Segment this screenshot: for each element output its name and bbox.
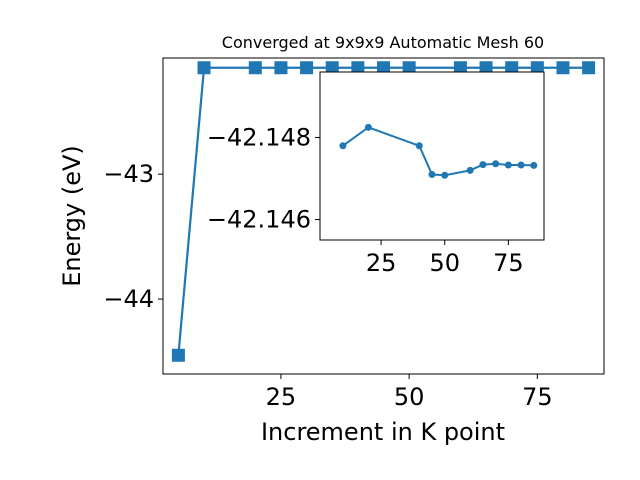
main-y-axis-label: Energy (eV) xyxy=(58,145,86,287)
main-data-point-13 xyxy=(556,61,570,75)
inset-data-point-10 xyxy=(530,161,538,169)
main-data-point-1 xyxy=(197,61,211,75)
main-data-point-12 xyxy=(530,61,544,75)
main-axes-frame xyxy=(162,57,605,375)
main-x-tick-label-2: 75 xyxy=(522,383,553,411)
main-data-point-8 xyxy=(402,61,416,75)
main-data-point-0 xyxy=(171,348,185,362)
inset-axes-frame xyxy=(319,71,545,241)
main-data-point-2 xyxy=(248,61,262,75)
inset-data-point-3 xyxy=(428,170,436,178)
inset-data-point-9 xyxy=(517,161,525,169)
main-data-point-5 xyxy=(325,61,339,75)
main-data-point-3 xyxy=(274,61,288,75)
inset-data-point-0 xyxy=(339,142,347,150)
inset-plot-area: 25 50 75 −42.148 −42.146 xyxy=(207,71,545,277)
main-y-tick-label-1: −43 xyxy=(103,160,154,188)
inset-background xyxy=(320,72,544,240)
main-x-axis-label: Increment in K point xyxy=(261,418,505,446)
inset-data-point-6 xyxy=(479,161,487,169)
main-plot-area: 25 50 75 −44 −43 xyxy=(103,57,605,411)
main-data-point-7 xyxy=(377,61,390,75)
inset-x-tick-label-1: 50 xyxy=(429,249,460,277)
main-data-point-9 xyxy=(453,61,467,75)
inset-data-point-7 xyxy=(492,160,500,168)
inset-data-point-8 xyxy=(504,161,512,169)
inset-chart: 25 50 75 −42.148 −42.146 xyxy=(207,71,545,277)
inset-x-tick-label-0: 25 xyxy=(366,249,397,277)
main-chart-title: Converged at 9x9x9 Automatic Mesh 60 xyxy=(222,33,544,52)
main-y-tick-label-0: −44 xyxy=(103,285,154,313)
main-chart: Converged at 9x9x9 Automatic Mesh 60 25 5… xyxy=(58,33,605,446)
inset-data-point-2 xyxy=(415,142,423,150)
inset-y-tick-label-0: −42.148 xyxy=(207,124,311,152)
main-data-point-14 xyxy=(582,61,596,75)
inset-data-point-4 xyxy=(441,171,449,179)
main-data-point-4 xyxy=(300,61,314,75)
inset-data-point-1 xyxy=(364,123,372,131)
main-x-tick-label-1: 50 xyxy=(394,383,425,411)
inset-data-point-5 xyxy=(466,166,474,174)
main-x-tick-label-0: 25 xyxy=(266,383,297,411)
inset-x-tick-label-2: 75 xyxy=(493,249,524,277)
inset-y-tick-label-1: −42.146 xyxy=(207,206,311,234)
main-data-point-6 xyxy=(351,61,365,75)
main-data-point-10 xyxy=(479,61,493,75)
main-data-point-11 xyxy=(505,61,519,75)
